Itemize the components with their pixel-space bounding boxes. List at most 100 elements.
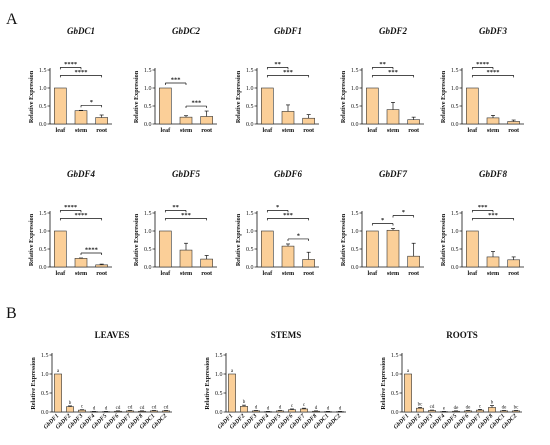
significance-stars: **** [476,61,489,68]
chart-title: GbDF1 [274,26,302,36]
significance-stars: ** [274,61,281,68]
significance-stars: *** [283,69,293,76]
significance-letter: d [315,406,318,411]
significance-letter: d [267,406,270,411]
y-axis-label: Relative Expression [380,357,387,410]
bar [512,410,520,413]
panel-label-b: B [6,305,17,322]
y-tick-label: 1.5 [451,68,459,74]
bar [78,409,86,413]
bar [366,230,379,268]
y-tick-label: 0.0 [246,122,254,128]
y-tick-label: 0.5 [351,104,359,110]
bar [261,230,274,268]
bar [74,258,88,268]
bar [179,116,193,125]
significance-stars: * [90,99,93,106]
x-tick-label: root [408,127,420,134]
bar [240,405,248,413]
significance-stars: * [276,204,279,211]
significance-stars: **** [64,61,77,68]
significance-letter: d [339,406,342,411]
bar [466,87,479,125]
y-tick-label: 0.5 [246,247,254,253]
chart-title: GbDC2 [172,26,201,36]
x-tick-label: stem [487,270,500,277]
x-tick-label: root [96,270,108,277]
chart-title: GbDC1 [67,26,95,36]
bar [276,410,284,413]
x-tick-label: leaf [263,127,274,134]
significance-letter: c [303,403,306,408]
bar [302,117,315,125]
significance-stars: *** [388,69,398,76]
significance-stars: *** [478,204,488,211]
bar [486,117,500,125]
bar [179,249,193,268]
significance-letter: b [69,401,72,406]
bar [54,87,67,125]
y-axis-label: Relative Expression [340,70,347,123]
x-tick-label: stem [387,270,400,277]
y-tick-label: 1.5 [39,211,47,217]
significance-letter: c [81,405,84,410]
y-tick-label: 0.0 [39,122,47,128]
panel-label-a: A [6,11,18,28]
bar [500,410,508,413]
significance-letter: cd [164,405,169,410]
x-tick-label: leaf [161,127,172,134]
bar [54,230,67,268]
y-tick-label: 1.0 [351,229,359,235]
significance-stars: *** [171,77,181,84]
x-tick-label: leaf [161,270,172,277]
bar [476,409,484,413]
significance-letter: bc [418,402,424,407]
significance-stars: **** [487,69,500,76]
y-tick-label: 0.0 [451,122,459,128]
x-tick-label: leaf [368,270,379,277]
bar [281,245,295,268]
y-tick-label: 1.0 [39,86,47,92]
y-tick-label: 0.0 [41,410,49,416]
chart-gbdf7: GbDF7 Relative Expression 0.0 0.5 1.0 1.5 leaf… [340,169,424,277]
x-tick-label: stem [487,127,500,134]
chart-title: GbDF2 [379,26,408,36]
y-tick-label: 0.0 [39,265,47,271]
significance-stars: *** [488,212,498,219]
charts-group: GbDC1 Relative Expression 0.0 0.5 1.0 1.5 leaf… [28,26,524,431]
y-tick-label: 0.5 [144,104,152,110]
y-tick-label: 1.0 [246,86,254,92]
y-tick-label: 0.5 [451,104,459,110]
bar [95,117,108,125]
bar [302,259,315,268]
bar [159,87,172,125]
x-tick-label: stem [180,270,193,277]
significance-letter: bc [514,405,520,410]
chart-title: GbDF8 [479,169,508,179]
y-tick-label: 0.0 [351,122,359,128]
significance-letter: de [454,406,460,411]
chart-title: STEMS [271,330,302,340]
significance-stars: **** [85,247,98,254]
bar [312,410,320,413]
x-tick-label: leaf [468,127,479,134]
y-tick-label: 1.5 [451,211,459,217]
y-axis-label: Relative Expression [28,213,35,266]
significance-stars: **** [75,69,88,76]
bar [466,230,479,268]
x-tick-label: root [508,270,520,277]
significance-letter: c [479,404,482,409]
y-tick-label: 0.5 [39,247,47,253]
bar [452,410,460,413]
bar [200,116,213,125]
bar [200,258,213,268]
chart-title: GbDF7 [379,169,408,179]
significance-stars: * [297,232,300,239]
x-tick-label: root [303,127,315,134]
x-tick-label: root [201,127,213,134]
y-axis-label: Relative Expression [133,213,140,266]
y-tick-label: 0.5 [351,247,359,253]
x-tick-label: stem [282,270,295,277]
